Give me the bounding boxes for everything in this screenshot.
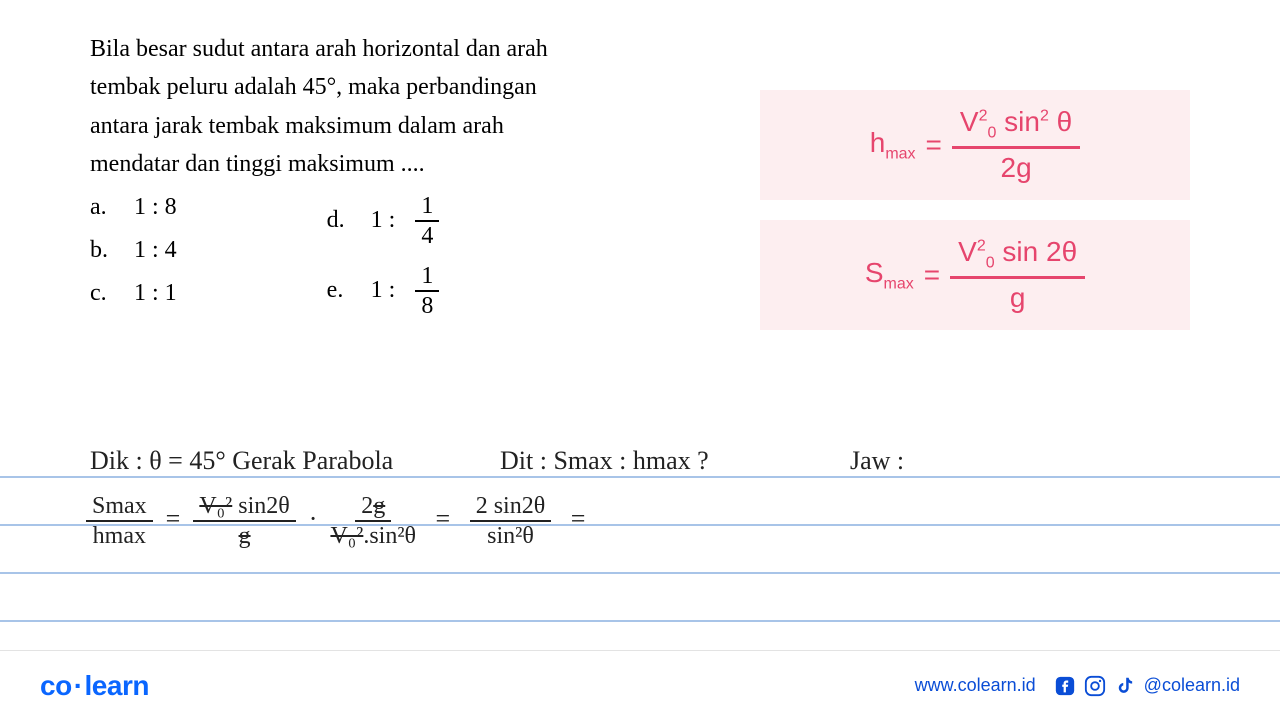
- work-frac-3-n: 2g: [355, 494, 391, 522]
- work-frac-3: 2g V₀².sin²θ: [330, 494, 416, 548]
- work-frac-1-d: hmax: [93, 522, 146, 548]
- smax-base: S: [865, 257, 884, 288]
- option-e-letter: e.: [327, 277, 351, 304]
- facebook-icon: [1054, 675, 1076, 697]
- hmax-fraction: V20 sin2 θ 2g: [952, 107, 1080, 184]
- work-f3-n2: g: [373, 493, 385, 519]
- work-f3-d-strike: V₀²: [330, 523, 363, 549]
- formula-smax: Smax = V20 sin 2θ g: [760, 220, 1190, 330]
- option-d-fraction: 1 4: [415, 194, 439, 248]
- formula-hmax-lhs: hmax: [870, 127, 916, 164]
- smax-fraction: V20 sin 2θ g: [950, 237, 1085, 314]
- hmax-v: V: [960, 106, 979, 137]
- handwriting-jaw: Jaw :: [850, 446, 904, 476]
- work-frac-1: Smax hmax: [86, 494, 153, 548]
- work-frac-4: 2 sin2θ sin²θ: [470, 494, 552, 548]
- social-icons: @colearn.id: [1054, 675, 1240, 697]
- equals-sign: =: [926, 129, 942, 161]
- option-b: b. 1 : 4: [90, 237, 177, 264]
- option-e-fraction: 1 8: [415, 264, 439, 318]
- option-c-letter: c.: [90, 280, 114, 307]
- question-line-2: tembak peluru adalah 45°, maka perbandin…: [90, 68, 660, 106]
- option-b-letter: b.: [90, 237, 114, 264]
- work-frac-2-n: V₀² sin2θ: [193, 494, 295, 522]
- hmax-base: h: [870, 127, 886, 158]
- option-d-num: 1: [415, 194, 439, 222]
- smax-vsub: 0: [986, 254, 995, 271]
- question-line-4: mendatar dan tinggi maksimum ....: [90, 145, 660, 183]
- tiktok-icon: [1114, 675, 1136, 697]
- option-d-letter: d.: [327, 207, 351, 234]
- handwriting-dit: Dit : Smax : hmax ?: [500, 446, 709, 476]
- work-frac-4-n: 2 sin2θ: [470, 494, 552, 522]
- option-a-value: 1 : 8: [134, 194, 177, 221]
- handwriting-work: Smax hmax = V₀² sin2θ g · 2g V₀².sin²θ =…: [86, 494, 585, 548]
- work-frac-4-d: sin²θ: [487, 522, 534, 548]
- work-f3-d-rest: .sin²θ: [363, 523, 416, 549]
- equals-sign-2: =: [924, 259, 940, 291]
- smax-denominator: g: [1010, 279, 1026, 314]
- option-a: a. 1 : 8: [90, 194, 177, 221]
- question-line-3: antara jarak tembak maksimum dalam arah: [90, 107, 660, 145]
- smax-vsup: 2: [977, 237, 986, 254]
- social-handle: @colearn.id: [1144, 675, 1240, 696]
- work-eq-3: =: [571, 504, 586, 533]
- options-col-1: a. 1 : 8 b. 1 : 4 c. 1 : 1: [90, 194, 177, 318]
- work-dot: ·: [309, 504, 318, 533]
- hmax-numerator: V20 sin2 θ: [952, 107, 1080, 149]
- work-frac-3-d: V₀².sin²θ: [330, 522, 416, 548]
- footer-right: www.colearn.id @colearn.id: [915, 675, 1240, 697]
- option-d: d. 1 : 1 4: [327, 194, 440, 248]
- hmax-theta: θ: [1049, 106, 1072, 137]
- smax-v: V: [958, 236, 977, 267]
- footer-url: www.colearn.id: [915, 675, 1036, 696]
- brand-logo: co·learn: [40, 670, 149, 702]
- option-e-prefix: 1 :: [371, 277, 396, 304]
- formula-smax-lhs: Smax: [865, 257, 914, 294]
- hmax-sin: sin: [996, 106, 1040, 137]
- hmax-sub: max: [885, 145, 915, 162]
- question-line-1: Bila besar sudut antara arah horizontal …: [90, 30, 660, 68]
- logo-dot: ·: [74, 670, 83, 701]
- work-f3-n1: 2: [361, 493, 373, 519]
- footer: co·learn www.colearn.id @colearn.id: [0, 650, 1280, 720]
- hmax-sinsup: 2: [1040, 107, 1049, 124]
- hmax-vsup: 2: [979, 107, 988, 124]
- work-frac-2: V₀² sin2θ g: [193, 494, 295, 548]
- option-c-value: 1 : 1: [134, 280, 177, 307]
- option-e: e. 1 : 1 8: [327, 264, 440, 318]
- instagram-icon: [1084, 675, 1106, 697]
- option-d-prefix: 1 :: [371, 207, 396, 234]
- smax-sub: max: [884, 275, 914, 292]
- content-area: Bila besar sudut antara arah horizontal …: [90, 30, 1190, 318]
- option-e-num: 1: [415, 264, 439, 292]
- handwriting-dik: Dik : θ = 45° Gerak Parabola: [90, 446, 393, 476]
- options-col-2: d. 1 : 1 4 e. 1 : 1 8: [327, 194, 440, 318]
- work-eq-1: =: [166, 504, 181, 533]
- option-a-letter: a.: [90, 194, 114, 221]
- work-eq-2: =: [436, 504, 451, 533]
- logo-co: co: [40, 670, 72, 701]
- logo-learn: learn: [85, 670, 149, 701]
- work-frac-2-d: g: [239, 522, 251, 548]
- option-b-value: 1 : 4: [134, 237, 177, 264]
- option-e-den: 8: [421, 292, 433, 318]
- formula-hmax: hmax = V20 sin2 θ 2g: [760, 90, 1190, 200]
- question-text: Bila besar sudut antara arah horizontal …: [90, 30, 660, 184]
- work-frac-1-n: Smax: [86, 494, 153, 522]
- work-f2-rest: sin2θ: [232, 493, 290, 519]
- option-d-den: 4: [421, 222, 433, 248]
- smax-numerator: V20 sin 2θ: [950, 237, 1085, 279]
- smax-sin: sin 2θ: [995, 236, 1078, 267]
- option-c: c. 1 : 1: [90, 280, 177, 307]
- hmax-denominator: 2g: [1001, 149, 1032, 184]
- work-f2-strike: V₀²: [199, 493, 232, 519]
